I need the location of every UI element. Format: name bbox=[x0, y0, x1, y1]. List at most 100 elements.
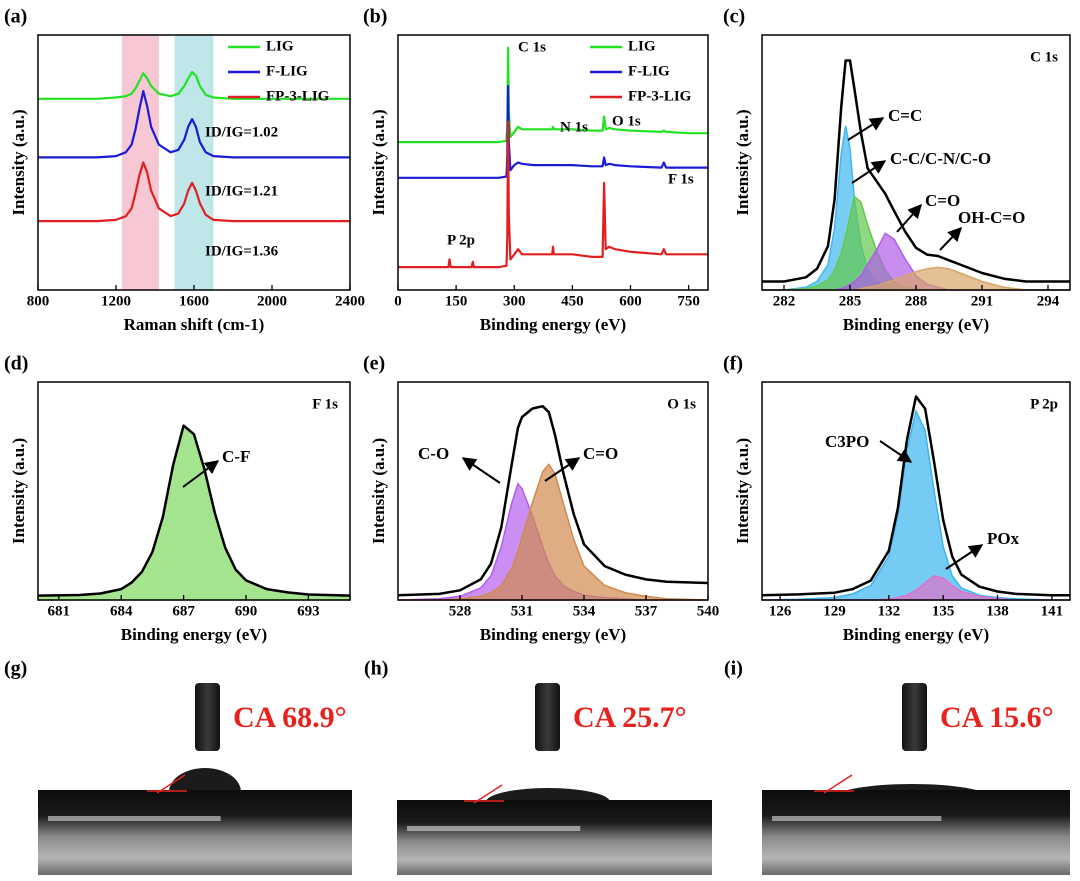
core-level-label: C 1s bbox=[1030, 49, 1058, 65]
x-tick-label: 681 bbox=[48, 603, 71, 619]
annotation-arrow bbox=[544, 457, 581, 482]
spectrum-line bbox=[37, 424, 351, 597]
x-axis-label: Binding energy (eV) bbox=[480, 625, 626, 644]
plot-frame bbox=[397, 34, 709, 291]
panel-label: (d) bbox=[4, 353, 28, 375]
x-tick-label: 600 bbox=[619, 293, 642, 309]
x-tick-label: 534 bbox=[573, 603, 596, 619]
reflection bbox=[407, 826, 581, 831]
y-axis-label: Intensity (a.u.) bbox=[733, 438, 752, 544]
substrate bbox=[397, 800, 712, 875]
core-level-label: O 1s bbox=[667, 396, 696, 412]
x-tick-label: 750 bbox=[677, 293, 700, 309]
annotation-arrow bbox=[182, 460, 220, 488]
x-tick-label: 2000 bbox=[257, 293, 287, 309]
plot-frame bbox=[397, 381, 709, 601]
legend-label: LIG bbox=[266, 38, 294, 54]
annotation-arrow bbox=[945, 544, 984, 570]
shaded-band bbox=[174, 35, 214, 290]
contact-angle-mark bbox=[156, 774, 186, 794]
spectrum-line bbox=[397, 404, 709, 597]
component-label: POx bbox=[987, 529, 1020, 548]
legend-label: F-LIG bbox=[628, 63, 670, 79]
contact-angle-caption: CA 15.6° bbox=[940, 701, 1054, 734]
x-tick-label: 687 bbox=[172, 603, 195, 619]
spectrum-line bbox=[38, 70, 350, 100]
legend-label: LIG bbox=[628, 38, 656, 54]
x-tick-label: 282 bbox=[773, 293, 796, 309]
x-tick-label: 138 bbox=[986, 603, 1009, 619]
x-tick-label: 531 bbox=[511, 603, 534, 619]
component-area bbox=[37, 424, 351, 601]
x-tick-label: 540 bbox=[697, 603, 720, 619]
component-label: C=O bbox=[925, 191, 960, 210]
needle bbox=[902, 683, 927, 751]
annotation: P 2p bbox=[447, 232, 475, 248]
component-label: OH-C=O bbox=[958, 208, 1025, 227]
spectrum-line bbox=[762, 59, 1070, 283]
x-tick-label: 800 bbox=[27, 293, 50, 309]
spectrum-line bbox=[398, 46, 708, 144]
reflection bbox=[772, 816, 942, 821]
y-axis-label: Intensity (a.u.) bbox=[369, 109, 388, 215]
x-tick-label: 288 bbox=[905, 293, 928, 309]
legend-label: FP-3-LIG bbox=[266, 88, 330, 104]
y-axis-label: Intensity (a.u.) bbox=[9, 109, 28, 215]
y-axis-label: Intensity (a.u.) bbox=[9, 438, 28, 544]
core-level-label: F 1s bbox=[312, 396, 338, 412]
panel-label: (g) bbox=[4, 658, 27, 680]
component-label: C=O bbox=[583, 444, 618, 463]
panel-label: (e) bbox=[363, 353, 385, 375]
plot-frame bbox=[761, 381, 1071, 601]
legend-label: FP-3-LIG bbox=[628, 88, 692, 104]
panel-label: (f) bbox=[723, 353, 743, 375]
annotation: C 1s bbox=[518, 39, 546, 55]
annotation-arrow bbox=[847, 117, 885, 141]
needle bbox=[195, 683, 220, 751]
x-tick-label: 0 bbox=[394, 293, 402, 309]
contact-angle-mark bbox=[823, 774, 853, 794]
x-tick-label: 528 bbox=[449, 603, 472, 619]
annotation: ID/IG=1.21 bbox=[205, 183, 278, 199]
x-tick-label: 690 bbox=[235, 603, 258, 619]
spectrum-line bbox=[38, 161, 350, 223]
x-tick-label: 126 bbox=[769, 603, 792, 619]
x-tick-label: 129 bbox=[823, 603, 846, 619]
contact-angle-caption: CA 68.9° bbox=[233, 701, 347, 734]
x-tick-label: 1600 bbox=[179, 293, 209, 309]
annotation-arrow bbox=[939, 226, 962, 251]
spectrum-line bbox=[761, 395, 1070, 597]
component-label: C=C bbox=[888, 106, 922, 125]
panel-label: (b) bbox=[363, 6, 387, 28]
x-axis-label: Binding energy (eV) bbox=[480, 315, 626, 334]
annotation: ID/IG=1.02 bbox=[205, 124, 278, 140]
spectrum-line bbox=[398, 120, 708, 269]
x-tick-label: 135 bbox=[932, 603, 955, 619]
plot-frame bbox=[37, 381, 351, 601]
component-area bbox=[398, 463, 709, 601]
spectrum-line bbox=[398, 84, 708, 179]
core-level-label: P 2p bbox=[1030, 396, 1058, 412]
panel-label: (h) bbox=[364, 658, 388, 680]
x-axis-label: Binding energy (eV) bbox=[121, 625, 267, 644]
x-tick-label: 141 bbox=[1041, 603, 1064, 619]
needle bbox=[535, 683, 560, 751]
component-label: C3PO bbox=[825, 432, 869, 451]
annotation: ID/IG=1.36 bbox=[205, 243, 279, 259]
y-axis-label: Intensity (a.u.) bbox=[369, 438, 388, 544]
annotation-arrow bbox=[851, 160, 887, 184]
panel-label: (i) bbox=[724, 658, 743, 680]
x-tick-label: 132 bbox=[878, 603, 901, 619]
component-label: C-F bbox=[222, 447, 250, 466]
x-tick-label: 300 bbox=[503, 293, 526, 309]
x-axis-label: Binding energy (eV) bbox=[843, 625, 989, 644]
substrate bbox=[762, 790, 1070, 875]
substrate bbox=[38, 790, 352, 875]
spectrum-line bbox=[38, 90, 350, 159]
x-tick-label: 150 bbox=[445, 293, 468, 309]
reflection bbox=[48, 816, 221, 821]
x-tick-label: 537 bbox=[635, 603, 658, 619]
annotation-arrow bbox=[896, 203, 922, 233]
annotation: F 1s bbox=[668, 171, 694, 187]
